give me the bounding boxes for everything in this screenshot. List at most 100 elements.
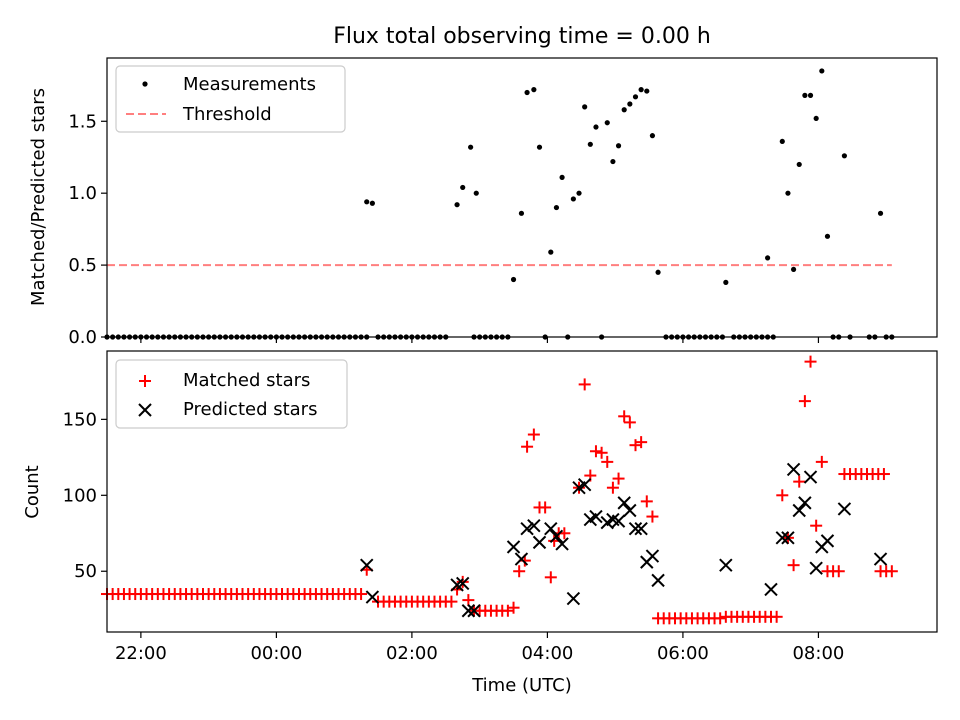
predicted-star-point — [798, 496, 812, 510]
predicted-star-point — [617, 496, 631, 510]
measurement-point — [638, 87, 644, 93]
predicted-star-point — [456, 576, 470, 591]
measurement-point — [587, 141, 593, 147]
predicted-star-point — [520, 522, 534, 536]
predicted-star-point — [651, 573, 665, 588]
matched-star-point — [815, 455, 828, 468]
measurement-point — [796, 161, 802, 168]
bottom-y-axis: 50 100 150 — [63, 409, 107, 582]
measurement-point — [582, 104, 588, 110]
measurement-point — [531, 87, 537, 93]
matched-star-point — [462, 594, 475, 607]
matched-star-point — [640, 495, 653, 508]
predicted-star-point — [365, 590, 380, 604]
matched-star-point — [623, 416, 636, 429]
legend-matched-label: Matched stars — [183, 370, 310, 391]
predicted-star-point — [809, 561, 823, 575]
measurement-point — [604, 120, 610, 126]
measurement-point — [655, 269, 661, 275]
predicted-star-point — [611, 514, 626, 528]
matched-star-point — [635, 436, 648, 449]
matched-star-point — [445, 595, 458, 608]
predicted-star-point — [628, 522, 643, 536]
measurement-point — [473, 190, 479, 196]
x-tick-label: 06:00 — [657, 643, 709, 664]
matched-star-point — [877, 468, 890, 481]
top-y-axis-label: Matched/Predicted stars — [28, 88, 49, 306]
top-plot-frame — [106, 57, 938, 338]
bottom-y-axis-label: Count — [22, 465, 43, 518]
measurement-point — [802, 92, 808, 98]
x-tick-label: 08:00 — [792, 643, 844, 664]
measurement-point — [841, 153, 848, 159]
matched-star-point — [793, 475, 806, 488]
matched-star-point — [601, 455, 614, 468]
y-tick-label: 100 — [63, 485, 97, 506]
measurement-point — [765, 255, 771, 261]
bottom-x-axis: 22:00 00:00 02:00 04:00 06:00 08:00 — [115, 632, 844, 664]
predicted-star-point — [781, 531, 795, 545]
measurement-point — [364, 199, 370, 205]
matched-star-point — [810, 519, 823, 532]
y-tick-label: 50 — [74, 561, 97, 582]
legend-measurements-marker — [142, 81, 148, 87]
measurement-point — [553, 204, 560, 211]
measurement-point — [524, 89, 530, 96]
matched-star-point — [578, 378, 591, 391]
matched-star-point — [798, 395, 811, 408]
measurement-point — [632, 94, 639, 100]
bottom-legend: Matched stars Predicted stars — [115, 359, 348, 429]
y-tick-label: 1.5 — [68, 111, 97, 132]
predicted-star-point — [792, 503, 806, 518]
predicted-star-point — [467, 604, 481, 618]
predicted-star-point — [775, 531, 789, 545]
measurement-point — [548, 249, 554, 255]
matched-star-point — [355, 588, 368, 601]
x-tick-label: 22:00 — [115, 643, 167, 664]
predicted-star-point — [461, 604, 476, 618]
measurement-point — [576, 190, 582, 196]
top-x-axis — [140, 337, 820, 343]
measurement-point — [824, 233, 831, 239]
measurement-point — [877, 210, 884, 216]
measurement-point — [615, 143, 622, 149]
measurement-point — [813, 115, 819, 122]
matched-star-point — [832, 565, 845, 578]
measurement-point — [518, 210, 525, 216]
measurement-point — [570, 196, 576, 202]
measurement-point — [621, 107, 627, 113]
matched-star-point — [539, 501, 552, 514]
matched-star-point — [787, 559, 800, 572]
matched-star-point — [544, 571, 557, 584]
matched-star-point — [521, 440, 534, 453]
predicted-star-point — [634, 522, 648, 536]
measurement-point — [627, 101, 633, 107]
predicted-star-point — [803, 470, 818, 484]
x-tick-label: 04:00 — [521, 643, 573, 664]
y-tick-label: 0.0 — [68, 327, 97, 348]
matched-star-point — [513, 565, 526, 578]
legend-threshold-label: Threshold — [182, 104, 272, 125]
bottom-plot-frame — [106, 350, 938, 633]
predicted-star-point — [566, 591, 581, 606]
predicted-star-point — [820, 534, 835, 548]
measurement-point — [536, 144, 543, 150]
predicted-star-point — [873, 552, 888, 566]
predicted-star-point — [837, 502, 852, 516]
matched-star-point — [770, 610, 783, 623]
predicted-star-point — [555, 537, 569, 551]
top-panel: 0.0 0.5 1.0 1.5 Matched/Predicted stars Mea… — [28, 57, 938, 348]
matched-star-point — [714, 612, 727, 625]
measurement-point — [785, 190, 791, 196]
y-tick-label: 1.0 — [68, 183, 97, 204]
matched-star-point — [646, 510, 659, 523]
bottom-legend-box — [115, 359, 348, 429]
y-tick-label: 0.5 — [68, 255, 97, 276]
measurement-point — [644, 88, 650, 94]
legend-predicted-label: Predicted stars — [183, 399, 317, 420]
bottom-x-axis-label: Time (UTC) — [471, 675, 572, 696]
measurement-point — [649, 133, 656, 139]
predicted-star-point — [623, 503, 637, 518]
predicted-star-point — [506, 540, 521, 554]
predicted-star-point — [527, 518, 541, 533]
